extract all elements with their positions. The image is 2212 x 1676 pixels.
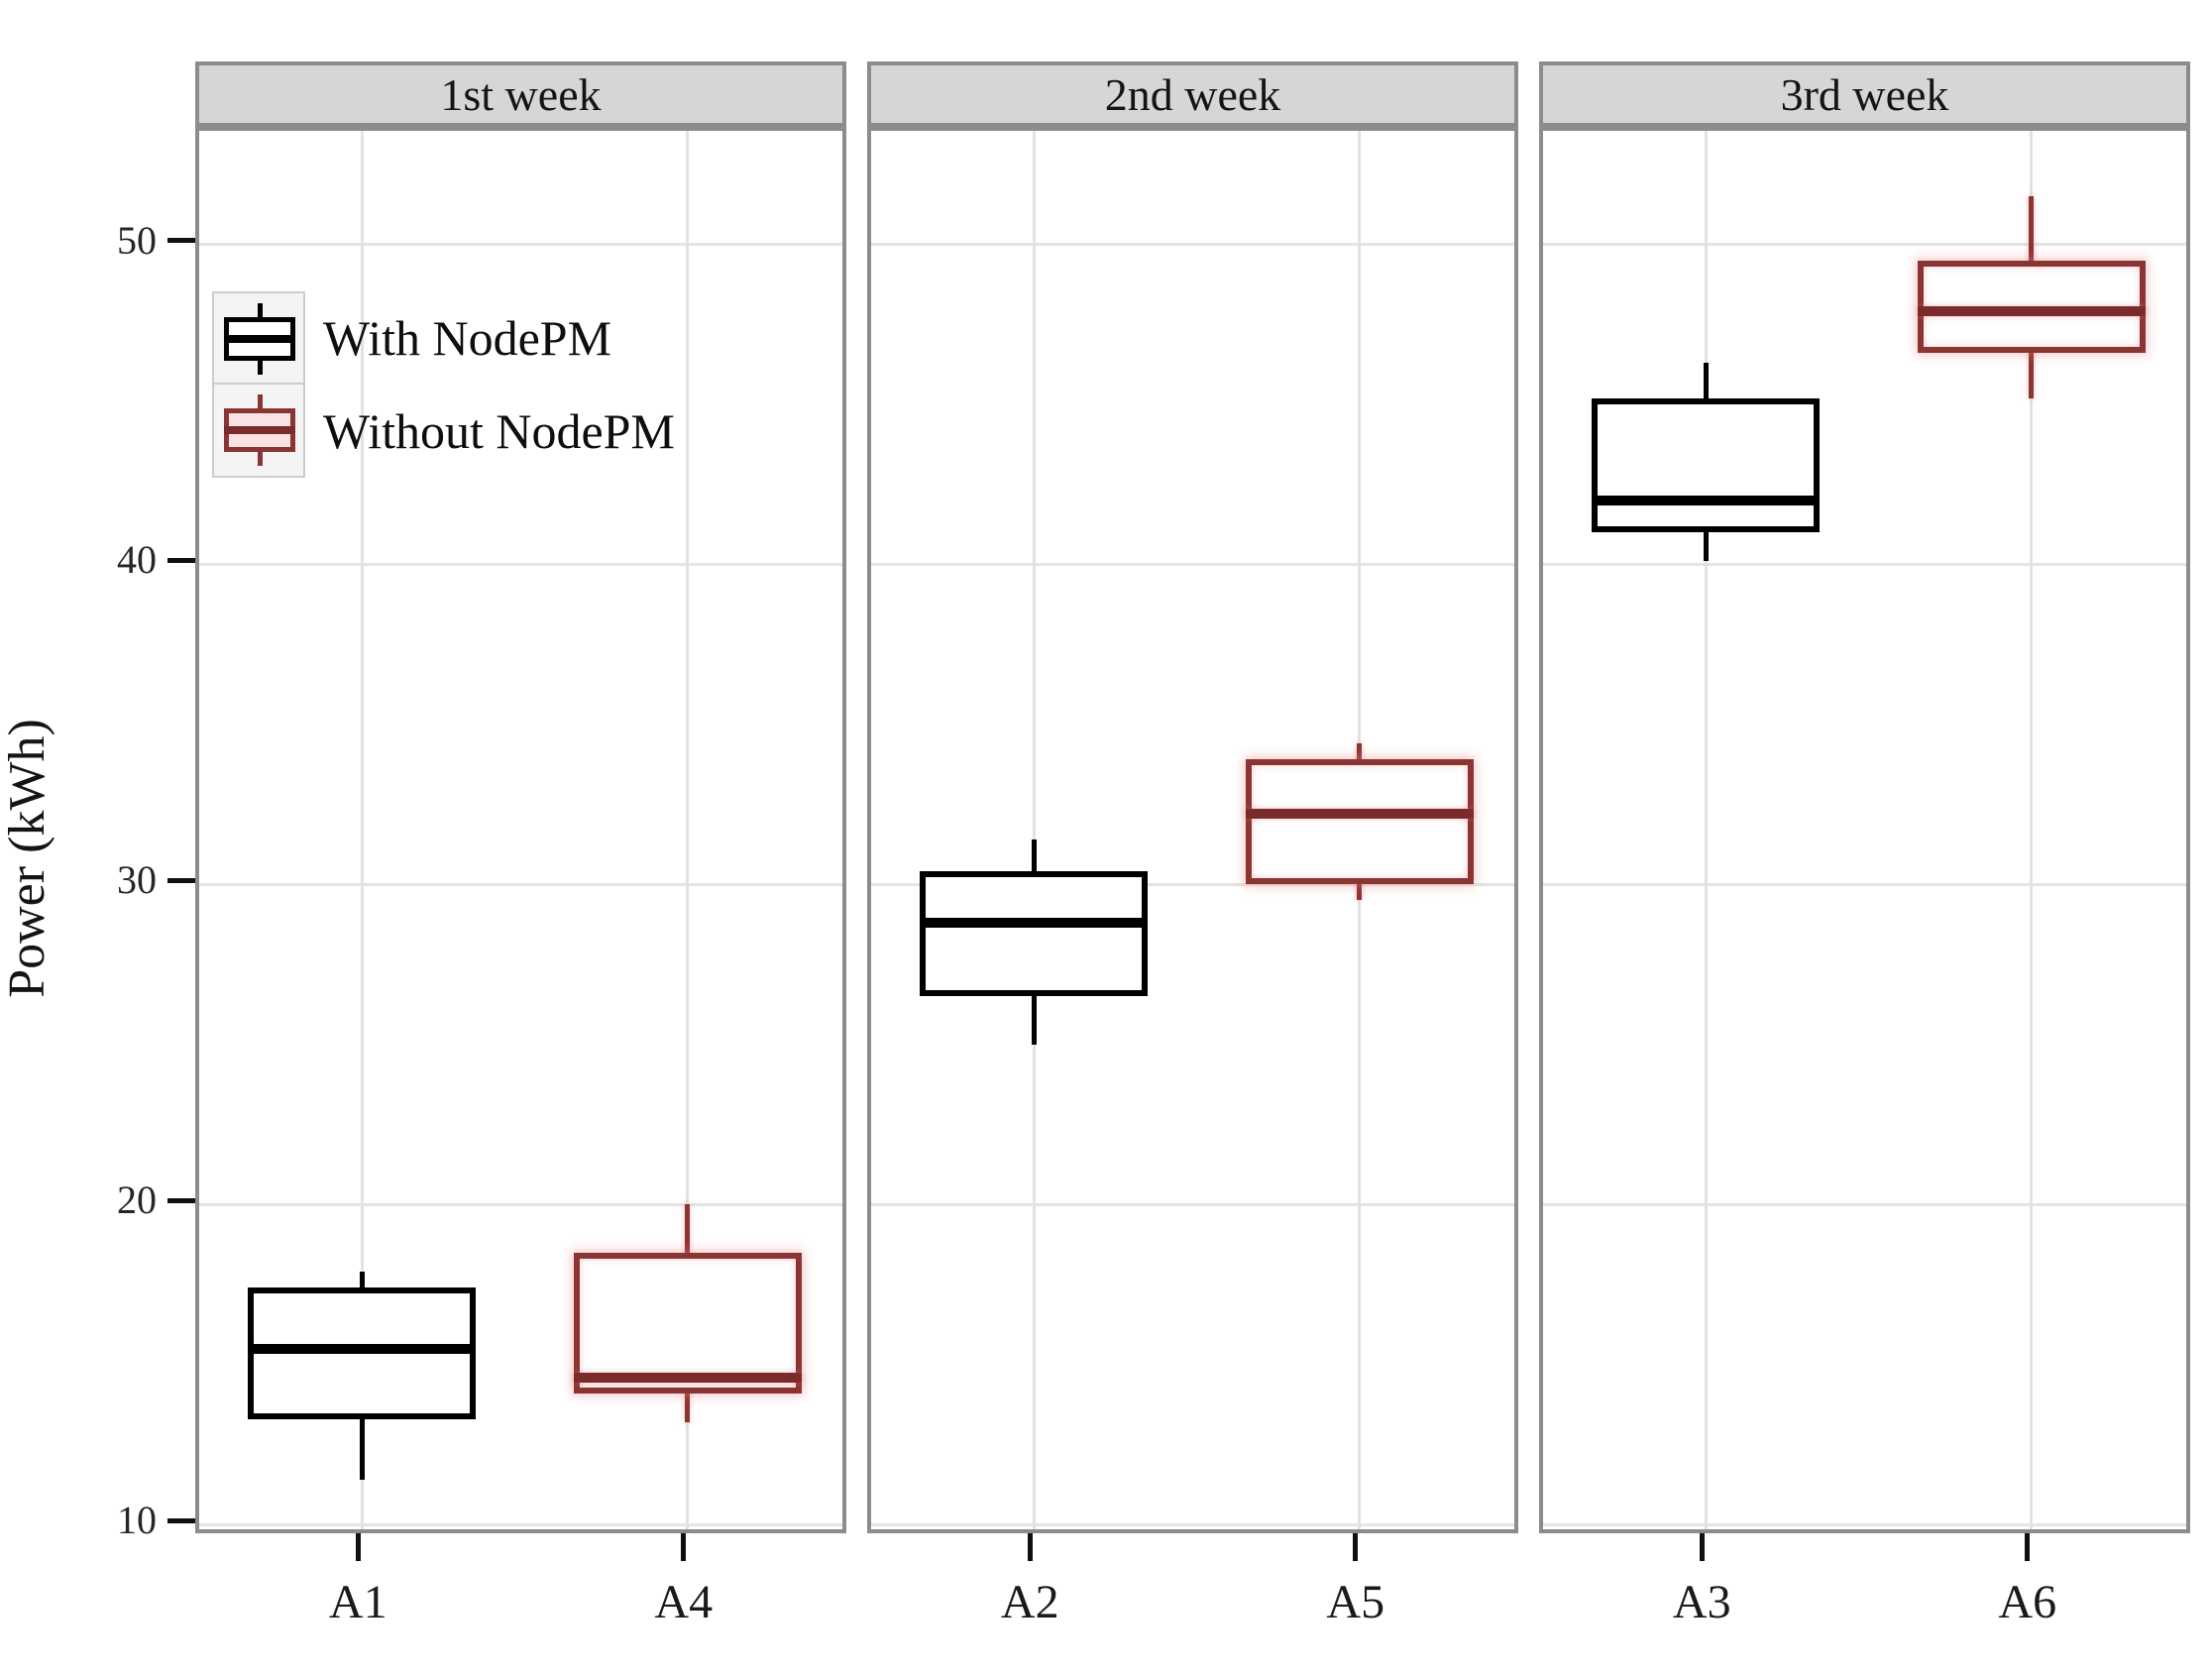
horizontal-gridline: [1543, 562, 2186, 566]
x-axis-tick: [1027, 1533, 1033, 1561]
x-axis-category-label: A3: [1672, 1576, 1731, 1628]
y-axis-tick: [167, 238, 195, 244]
boxplot-median: [573, 1372, 802, 1383]
facet-strip-label: 2nd week: [1104, 68, 1281, 120]
horizontal-gridline: [1543, 1202, 2186, 1206]
vertical-gridline: [1704, 131, 1708, 1529]
facet-panel: [1539, 127, 2190, 1533]
facet-panel: [195, 127, 846, 1533]
x-axis-tick: [355, 1533, 361, 1561]
y-axis-tick: [167, 877, 195, 883]
horizontal-gridline: [871, 882, 1514, 886]
boxplot-box: [1592, 397, 1821, 533]
legend-glyph-median: [224, 426, 295, 434]
facet-strip: 3rd week: [1539, 61, 2190, 127]
boxplot-median: [1917, 306, 2146, 317]
boxplot-box: [920, 871, 1149, 997]
x-axis-category-label: A5: [1326, 1576, 1385, 1628]
x-axis-tick: [1353, 1533, 1359, 1561]
horizontal-gridline: [199, 243, 842, 247]
legend: With NodePM Without NodePM: [212, 291, 675, 478]
facet-strip: 2nd week: [867, 61, 1518, 127]
x-axis-tick: [2025, 1533, 2031, 1561]
x-axis-category-label: A1: [328, 1576, 387, 1628]
x-axis-tick: [1699, 1533, 1705, 1561]
x-axis-tick: [681, 1533, 687, 1561]
y-axis-tick: [167, 1517, 195, 1523]
y-axis-tick: [167, 557, 195, 563]
boxplot-box: [573, 1252, 802, 1394]
legend-key-red-boxplot-icon: [212, 385, 305, 478]
y-axis-tick-label: 30: [117, 857, 157, 903]
y-axis-tick-label: 50: [117, 217, 157, 263]
boxplot-median: [920, 918, 1149, 929]
facet-strip-label: 3rd week: [1780, 68, 1949, 120]
horizontal-gridline: [1543, 1522, 2186, 1526]
facet-strip: 1st week: [195, 61, 846, 127]
horizontal-gridline: [871, 1202, 1514, 1206]
legend-entry-without-nodepm: Without NodePM: [212, 385, 675, 478]
horizontal-gridline: [1543, 243, 2186, 247]
vertical-gridline: [686, 131, 690, 1529]
y-axis-tick-label: 40: [117, 537, 157, 583]
horizontal-gridline: [199, 1202, 842, 1206]
horizontal-gridline: [871, 562, 1514, 566]
boxplot-box: [1245, 759, 1474, 885]
legend-glyph-median: [224, 335, 295, 343]
boxplot-median: [248, 1343, 477, 1354]
legend-label: With NodePM: [323, 310, 612, 366]
horizontal-gridline: [1543, 882, 2186, 886]
x-axis-category-label: A4: [654, 1576, 714, 1628]
boxplot-median: [1245, 809, 1474, 820]
facet-strip-label: 1st week: [440, 68, 602, 120]
y-axis-title: Power (kWh): [0, 719, 55, 998]
legend-label: Without NodePM: [323, 403, 675, 459]
vertical-gridline: [2030, 131, 2034, 1529]
vertical-gridline: [360, 131, 364, 1529]
legend-entry-with-nodepm: With NodePM: [212, 291, 675, 385]
x-axis-category-label: A6: [1998, 1576, 2057, 1628]
y-axis-tick: [167, 1197, 195, 1203]
horizontal-gridline: [871, 243, 1514, 247]
legend-key-black-boxplot-icon: [212, 291, 305, 385]
vertical-gridline: [1032, 131, 1036, 1529]
horizontal-gridline: [199, 562, 842, 566]
horizontal-gridline: [199, 882, 842, 886]
boxplot-median: [1592, 495, 1821, 505]
y-axis-tick-label: 20: [117, 1177, 157, 1223]
facet-panel: [867, 127, 1518, 1533]
horizontal-gridline: [871, 1522, 1514, 1526]
y-axis-tick-label: 10: [117, 1498, 157, 1543]
horizontal-gridline: [199, 1522, 842, 1526]
x-axis-category-label: A2: [1000, 1576, 1059, 1628]
